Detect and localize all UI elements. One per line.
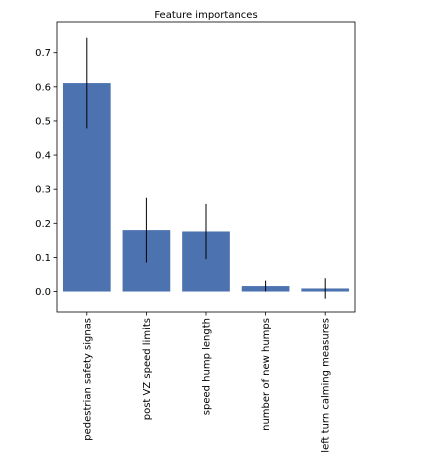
y-tick-label: 0.5 [35, 116, 51, 127]
y-axis: 0.0 0.1 0.2 0.3 0.4 0.5 0.6 0.7 [35, 48, 57, 298]
x-tick-label: number of new humps [261, 318, 272, 431]
y-tick-label: 0.6 [35, 82, 51, 93]
y-tick-label: 0.1 [35, 253, 51, 264]
x-tick-label: left turn calming measures [321, 318, 332, 453]
x-tick-label: post VZ speed limits [142, 318, 153, 420]
y-tick-label: 0.4 [35, 151, 51, 162]
x-tick-label: speed hump length [202, 318, 213, 415]
y-tick-label: 0.7 [35, 48, 51, 59]
y-tick-label: 0.3 [35, 185, 51, 196]
x-axis: pedestrian safety signas post VZ speed li… [82, 312, 332, 453]
y-tick-label: 0.0 [35, 287, 51, 298]
x-tick-label: pedestrian safety signas [82, 318, 93, 441]
bars-layer [62, 83, 350, 292]
y-tick-label: 0.2 [35, 219, 51, 230]
error-bars-layer [86, 37, 326, 299]
chart-title: Feature importances [154, 10, 257, 21]
